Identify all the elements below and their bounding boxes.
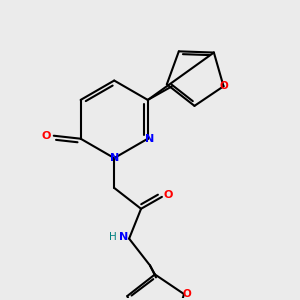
Text: O: O — [183, 289, 191, 299]
Text: O: O — [163, 190, 172, 200]
Text: N: N — [145, 134, 154, 144]
Text: O: O — [219, 81, 228, 91]
Text: O: O — [42, 131, 51, 141]
Text: N: N — [110, 153, 119, 163]
Text: H: H — [109, 232, 117, 242]
Text: N: N — [118, 232, 128, 242]
